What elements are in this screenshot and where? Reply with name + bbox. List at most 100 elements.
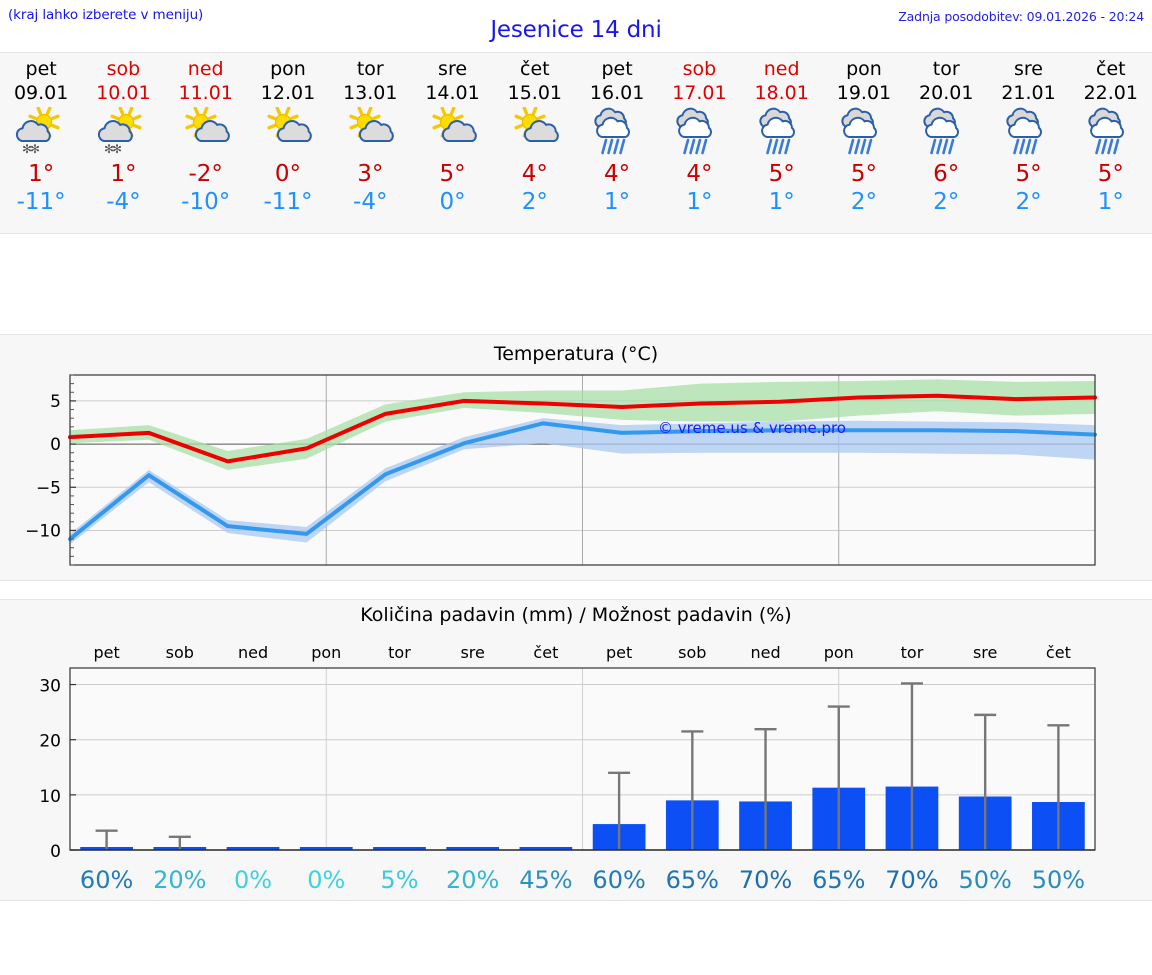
precip-y-tick-label: 30 bbox=[39, 677, 61, 697]
forecast-temp-max: 5° bbox=[850, 161, 878, 187]
precip-probability-label: 0% bbox=[307, 866, 345, 894]
forecast-day-name: pon bbox=[270, 58, 306, 80]
forecast-day-date: 13.01 bbox=[343, 82, 398, 104]
forecast-day-column[interactable]: tor 20.01 6° 2° bbox=[905, 53, 987, 233]
precip-probability-label: 50% bbox=[1032, 866, 1085, 894]
weather-icon-wrapper: ✻ ✻ bbox=[92, 107, 154, 159]
weather-icon-wrapper bbox=[833, 107, 895, 159]
forecast-day-name: sre bbox=[1014, 58, 1043, 80]
forecast-day-date: 17.01 bbox=[672, 82, 727, 104]
forecast-day-date: 16.01 bbox=[589, 82, 645, 104]
precipitation-chart-panel: Količina padavin (mm) / Možnost padavin … bbox=[0, 599, 1152, 901]
forecast-day-date: 12.01 bbox=[260, 82, 316, 104]
temperature-chart: 5 0 −5 −10 © vreme.us & vreme.pro bbox=[25, 374, 1097, 566]
forecast-temp-min: -11° bbox=[16, 189, 66, 215]
precip-bar bbox=[373, 847, 426, 850]
temp-y-tick-label: −10 bbox=[25, 521, 61, 541]
precip-y-tick-label: 20 bbox=[39, 732, 61, 752]
cloud-rain-icon bbox=[594, 107, 631, 155]
forecast-temp-max: 5° bbox=[1097, 161, 1124, 187]
precip-day-label: pon bbox=[311, 643, 341, 662]
forecast-temp-max: 5° bbox=[439, 161, 466, 187]
cloud-rain-icon bbox=[759, 107, 795, 155]
last-update-label: Zadnja posodobitev: 09.01.2026 - 20:24 bbox=[898, 9, 1144, 24]
forecast-day-date: 18.01 bbox=[754, 82, 809, 104]
forecast-day-column[interactable]: sob 17.01 4° 1° bbox=[658, 53, 740, 233]
forecast-day-column[interactable]: čet 15.01 4° 2° bbox=[494, 53, 576, 233]
cloud-rain-icon bbox=[923, 107, 960, 155]
forecast-day-column[interactable]: ned 18.01 5° 1° bbox=[741, 53, 823, 233]
precip-probability-label: 65% bbox=[812, 866, 865, 894]
cloud-rain-icon bbox=[841, 107, 877, 155]
forecast-temp-max: 1° bbox=[110, 161, 137, 187]
precip-day-label: sob bbox=[166, 643, 194, 662]
cloud-rain-icon bbox=[676, 107, 713, 155]
forecast-day-column[interactable]: pon 12.01 0° -11° bbox=[247, 53, 329, 233]
sun-cloud-icon bbox=[267, 107, 312, 142]
forecast-day-column[interactable]: čet 22.01 5° 1° bbox=[1070, 53, 1152, 233]
forecast-temp-min: 1° bbox=[604, 189, 631, 215]
forecast-day-column[interactable]: pon 19.01 5° 2° bbox=[823, 53, 905, 233]
sun-cloud-icon bbox=[431, 107, 477, 142]
sun-cloud-snow-icon: ✻✻ bbox=[16, 107, 60, 156]
precip-day-label: čet bbox=[1046, 643, 1071, 662]
temp-y-tick-label: 5 bbox=[50, 392, 61, 412]
precip-day-label: sre bbox=[973, 643, 997, 662]
precip-y-tick-label: 0 bbox=[50, 842, 61, 862]
forecast-temp-min: 2° bbox=[933, 189, 960, 215]
forecast-day-column[interactable]: ned 11.01 -2° -10° bbox=[165, 53, 247, 233]
sun-cloud-icon bbox=[514, 107, 559, 142]
precip-probability-label: 45% bbox=[519, 866, 572, 894]
forecast-temp-min: 1° bbox=[768, 189, 795, 215]
forecast-day-date: 10.01 bbox=[96, 82, 151, 104]
precip-probability-label: 20% bbox=[446, 866, 499, 894]
precip-bar bbox=[446, 847, 500, 850]
weather-icon-wrapper bbox=[257, 107, 319, 159]
weather-icon-wrapper bbox=[998, 107, 1060, 159]
forecast-temp-max: 5° bbox=[768, 161, 795, 187]
weather-icon-wrapper bbox=[668, 107, 730, 159]
precip-probability-label: 70% bbox=[739, 866, 792, 894]
forecast-day-date: 19.01 bbox=[836, 82, 892, 104]
temp-y-tick-label: 0 bbox=[50, 435, 61, 455]
forecast-day-column[interactable]: tor 13.01 3° -4° bbox=[329, 53, 411, 233]
forecast-day-date: 20.01 bbox=[919, 82, 974, 104]
precip-probability-label: 0% bbox=[234, 866, 272, 894]
weather-icon-wrapper bbox=[586, 107, 648, 159]
forecast-day-date: 11.01 bbox=[178, 82, 233, 104]
spacer bbox=[0, 234, 1152, 334]
forecast-day-name: čet bbox=[520, 58, 550, 80]
forecast-temp-max: -2° bbox=[188, 161, 223, 187]
forecast-temp-min: 1° bbox=[1097, 189, 1124, 215]
forecast-temp-max: 5° bbox=[1015, 161, 1042, 187]
cloud-rain-icon bbox=[1088, 107, 1124, 155]
weather-icon-wrapper bbox=[915, 107, 977, 159]
forecast-day-date: 09.01 bbox=[13, 82, 69, 104]
forecast-day-column[interactable]: sob 10.01 ✻ ✻ 1° -4° bbox=[82, 53, 164, 233]
forecast-temp-min: 2° bbox=[1015, 189, 1042, 215]
forecast-temp-min: -4° bbox=[353, 189, 388, 215]
page-title: Jesenice 14 dni bbox=[490, 17, 662, 43]
forecast-day-name: pet bbox=[601, 58, 633, 80]
precip-probability-label: 65% bbox=[666, 866, 719, 894]
precip-y-tick-label: 10 bbox=[39, 787, 61, 807]
forecast-day-column[interactable]: pet 09.01 ✻ ✻ 1° -11° bbox=[0, 53, 82, 233]
precip-probability-label: 5% bbox=[380, 866, 418, 894]
weather-icon-wrapper bbox=[1080, 107, 1142, 159]
forecast-temp-min: -11° bbox=[263, 189, 313, 215]
forecast-day-name: tor bbox=[932, 58, 960, 80]
forecast-day-column[interactable]: pet 16.01 4° 1° bbox=[576, 53, 658, 233]
sun-cloud-snow-icon: ✻✻ bbox=[98, 107, 142, 156]
precip-day-label: tor bbox=[388, 643, 411, 662]
precip-bar bbox=[519, 847, 573, 850]
location-menu-note[interactable]: (kraj lahko izberete v meniju) bbox=[8, 7, 204, 23]
forecast-day-name: sob bbox=[682, 58, 717, 80]
forecast-day-date: 22.01 bbox=[1083, 82, 1138, 104]
forecast-day-column[interactable]: sre 14.01 5° 0° bbox=[411, 53, 493, 233]
forecast-temp-min: 2° bbox=[521, 189, 548, 215]
forecast-temp-min: -4° bbox=[106, 189, 141, 215]
forecast-day-column[interactable]: sre 21.01 5° 2° bbox=[987, 53, 1069, 233]
forecast-temp-max: 1° bbox=[28, 161, 55, 187]
forecast-day-name: sre bbox=[438, 58, 468, 80]
sun-cloud-icon bbox=[349, 107, 395, 142]
